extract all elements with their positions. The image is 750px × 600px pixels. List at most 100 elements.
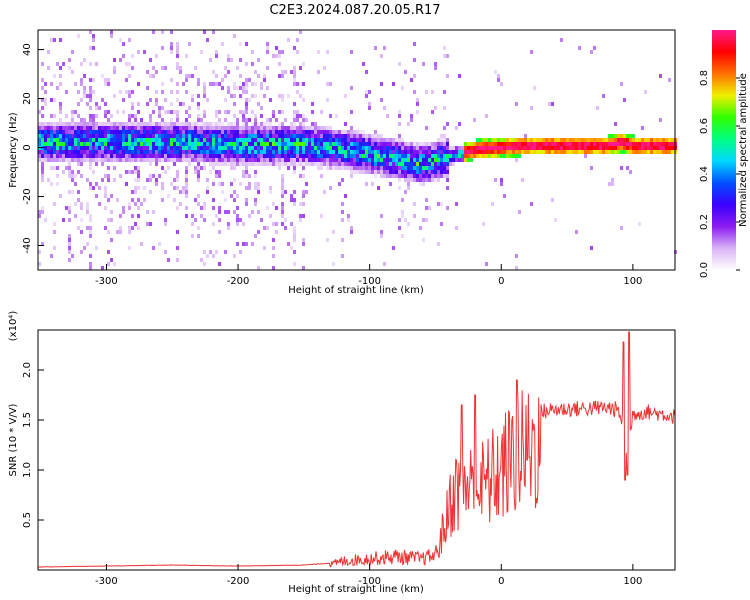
spectrogram-cell [221,162,224,166]
spectrogram-cell [557,150,560,154]
spectrogram-cell [239,130,242,134]
spectrogram-cell [281,214,284,218]
spectrogram-cell [50,138,53,142]
spectrogram-cell [92,142,95,146]
spectrogram-cell [257,134,260,138]
spectrogram-cell [368,158,371,162]
spectrogram-cell [359,162,362,166]
spectrogram-cell [305,134,308,138]
spectrogram-cell [332,146,335,150]
spectrogram-cell [239,146,242,150]
spectrogram-cell [446,122,449,126]
spectrogram-cell [371,158,374,162]
spectrogram-cell [128,226,131,230]
spectrogram-cell [41,62,44,66]
spectrogram-cell [284,134,287,138]
spectrogram-cell [485,142,488,146]
spectrogram-cell [53,158,56,162]
spectrogram-cell [77,226,80,230]
spectrogram-cell [110,218,113,222]
spectrogram-cell [461,146,464,150]
spectrogram-cell [506,146,509,150]
spectrogram-cell [170,138,173,142]
spectrogram-cell [347,218,350,222]
spectrogram-cell [407,178,410,182]
spectrogram-cell [62,218,65,222]
spectrogram-cell [281,202,284,206]
spectrogram-cell [53,138,56,142]
spectrogram-cell [227,90,230,94]
spectrogram-cell [74,110,77,114]
spectrogram-cell [428,174,431,178]
spectrogram-cell [86,94,89,98]
spectrogram-cell [290,126,293,130]
spectrogram-cell [191,150,194,154]
spectrogram-cell [83,118,86,122]
spectrogram-cell [284,142,287,146]
spectrogram-cell [203,154,206,158]
spectrogram-cell [371,166,374,170]
spectrogram-cell [278,94,281,98]
spectrogram-cell [176,178,179,182]
spectrogram-cell [134,126,137,130]
spectrogram-cell [245,154,248,158]
spectrogram-cell [95,122,98,126]
spectrogram-cell [269,190,272,194]
spectrogram-cell [107,146,110,150]
spectrogram-cell [437,178,440,182]
spectrogram-cell [506,150,509,154]
spectrogram-cell [131,150,134,154]
spectrogram-cell [125,78,128,82]
spectrogram-cell [380,170,383,174]
spectrogram-cell [581,150,584,154]
spectrogram-cell [77,158,80,162]
spectrogram-cell [308,126,311,130]
spectrogram-cell [551,102,554,106]
spectrogram-cell [164,138,167,142]
spectrogram-cell [221,138,224,142]
spectrogram-cell [41,114,44,118]
spectrogram-cell [92,154,95,158]
spectrogram-cell [146,102,149,106]
spectrogram-cell [212,82,215,86]
spectrogram-cell [221,126,224,130]
spectrogram-cell [233,138,236,142]
spectrogram-cell [239,126,242,130]
spectrogram-cell [326,134,329,138]
spectrogram-cell [149,138,152,142]
spectrogram-cell [194,146,197,150]
spectrogram-cell [173,154,176,158]
spectrogram-cell [155,142,158,146]
spectrogram-cell [245,146,248,150]
spectrogram-cell [263,142,266,146]
spectrogram-cell [143,150,146,154]
spectrogram-cell [125,142,128,146]
spectrogram-cell [422,150,425,154]
spectrogram-cell [278,54,281,58]
spectrogram-cell [38,150,41,154]
spectrogram-cell [149,98,152,102]
spectrogram-cell [197,82,200,86]
spectrogram-cell [122,154,125,158]
spectrogram-cell [107,130,110,134]
spectrogram-cell [89,166,92,170]
spectrogram-cell [227,226,230,230]
spectrogram-cell [440,138,443,142]
spectrogram-cell [125,126,128,130]
spectrogram-cell [176,186,179,190]
spectrogram-cell [251,150,254,154]
spectrogram-cell [260,158,263,162]
spectrogram-cell [167,134,170,138]
spectrogram-cell [281,178,284,182]
spectrogram-cell [92,114,95,118]
spectrogram-cell [80,62,83,66]
spectrogram-cell [224,74,227,78]
spectrogram-cell [161,122,164,126]
spectrogram-cell [293,102,296,106]
spectrogram-cell [149,74,152,78]
spectrogram-cell [638,222,641,226]
spectrogram-cell [197,78,200,82]
spectrogram-cell [497,78,500,82]
spectrogram-cell [260,138,263,142]
spectrogram-x-tick-label: -200 [227,276,250,287]
